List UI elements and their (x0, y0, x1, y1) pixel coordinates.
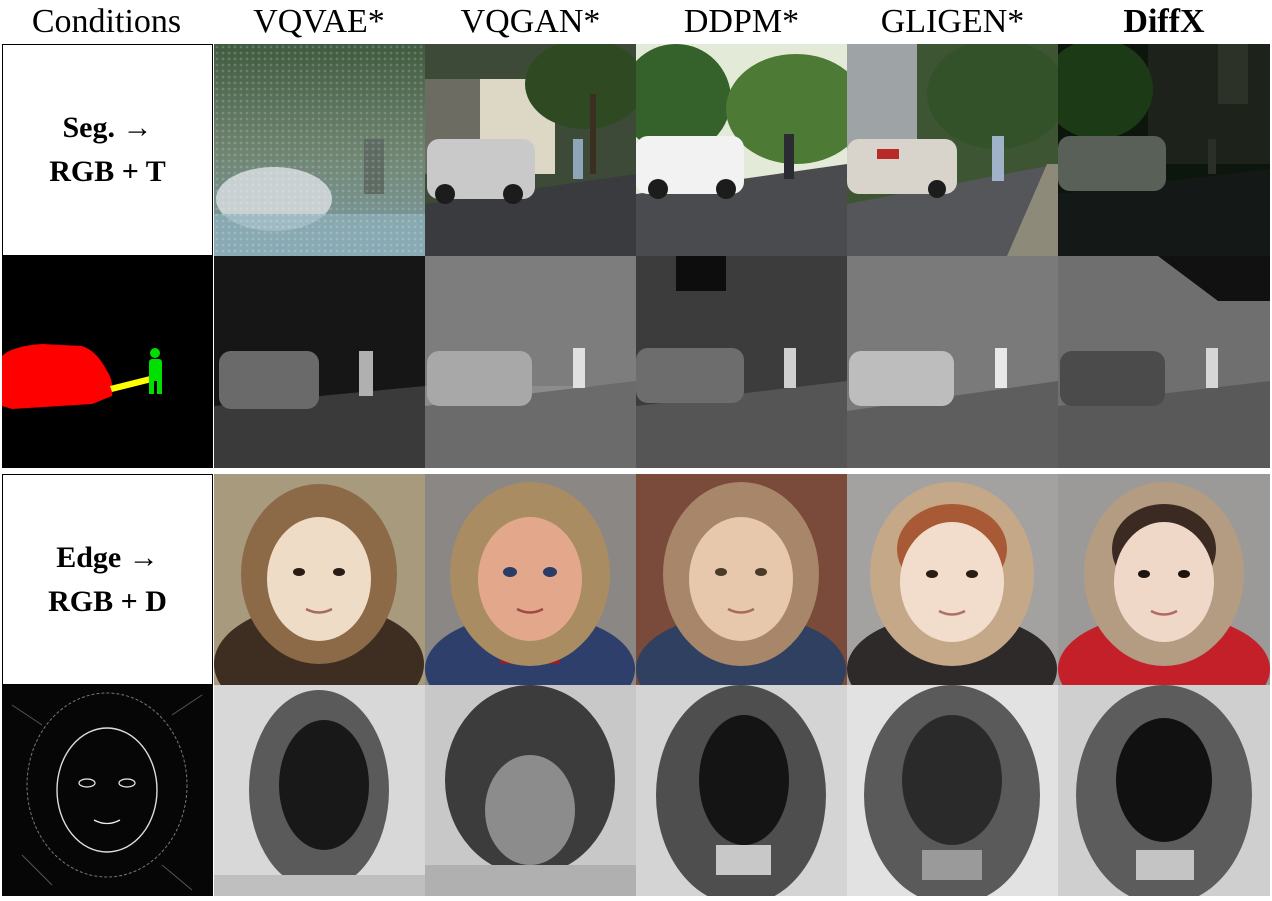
gligen-rgb-street-image (847, 44, 1058, 256)
gligen-thermal-image (847, 256, 1058, 468)
segmentation-map-image (2, 256, 213, 468)
ddpm-depth-image (636, 685, 847, 896)
gligen-rgb-face-image (847, 474, 1058, 685)
header-vqvae: VQVAE* (253, 3, 385, 40)
ddpm-rgb-street-image (636, 44, 847, 256)
vqgan-rgb-face-image (425, 474, 636, 685)
condition-label-line2: RGB + D (48, 584, 167, 618)
edge-map-image (2, 685, 213, 896)
diffx-depth-image (1058, 685, 1270, 896)
vqvae-rgb-street-image (214, 44, 425, 256)
condition-label-edge: Edge → RGB + D (2, 474, 213, 685)
gligen-depth-image (847, 685, 1058, 896)
header-diffx: DiffX (1123, 3, 1205, 40)
condition-label-line1: Seg. → (62, 111, 153, 144)
vqgan-thermal-image (425, 256, 636, 468)
condition-label-line2: RGB + T (49, 155, 166, 188)
header-conditions: Conditions (31, 3, 182, 40)
header-ddpm: DDPM* (683, 3, 800, 40)
vqvae-rgb-face-image (214, 474, 425, 685)
header-vqgan: VQGAN* (460, 3, 601, 40)
vqgan-rgb-street-image (425, 44, 636, 256)
ddpm-rgb-face-image (636, 474, 847, 685)
condition-label-line1: Edge → (56, 540, 159, 574)
ddpm-thermal-image (636, 256, 847, 468)
diffx-rgb-face-image (1058, 474, 1270, 685)
diffx-rgb-street-image (1058, 44, 1270, 256)
vqvae-thermal-image (214, 256, 425, 468)
condition-label-seg: Seg. → RGB + T (2, 44, 213, 256)
vqgan-depth-image (425, 685, 636, 896)
diffx-thermal-image (1058, 256, 1270, 468)
header-gligen: GLIGEN* (880, 3, 1025, 40)
vqvae-depth-image (214, 685, 425, 896)
